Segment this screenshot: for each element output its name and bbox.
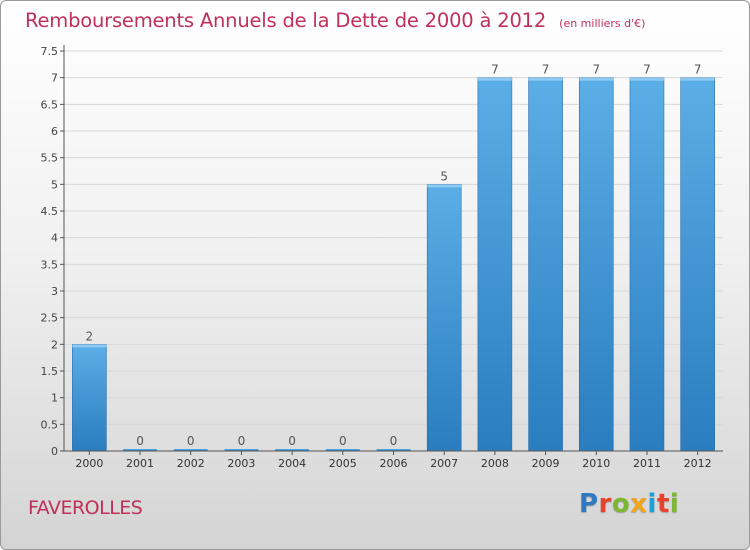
y-tick-label: 0.5 (41, 418, 59, 431)
bar-top-highlight (528, 77, 563, 81)
logo-letter: x (630, 489, 648, 519)
chart-title-block: Remboursements Annuels de la Dette de 20… (25, 9, 645, 32)
x-tick-label: 2005 (329, 457, 357, 470)
data-label: 0 (136, 434, 144, 448)
y-tick-label: 7 (51, 72, 58, 85)
logo-letter: i (647, 489, 657, 519)
proxiti-logo: Proxiti (579, 489, 679, 519)
bar-top-highlight (629, 77, 664, 81)
x-tick-label: 2004 (278, 457, 306, 470)
data-label: 0 (288, 434, 296, 448)
bar (528, 77, 563, 452)
x-tick-label: 2003 (227, 457, 255, 470)
data-label: 2 (86, 329, 94, 343)
bar-top-highlight (72, 344, 107, 348)
logo-letter: r (598, 489, 612, 519)
bar-top-highlight (579, 77, 614, 81)
data-label: 7 (542, 63, 550, 77)
bar (224, 449, 259, 451)
chart-title: Remboursements Annuels de la Dette de 20… (25, 9, 547, 32)
data-label: 0 (390, 434, 398, 448)
bar (629, 77, 665, 452)
x-tick-label: 2012 (684, 457, 712, 470)
data-label: 0 (187, 434, 195, 448)
y-tick-label: 2 (51, 338, 58, 351)
x-tick-label: 2009 (532, 457, 560, 470)
y-tick-label: 3 (51, 285, 58, 298)
axes (60, 45, 723, 455)
bars (72, 77, 715, 452)
data-label: 7 (592, 63, 600, 77)
logo-letter: o (611, 489, 631, 519)
bar-top-highlight (680, 77, 715, 81)
data-label: 0 (238, 434, 246, 448)
bar (426, 184, 462, 452)
commune-name: FAVEROLLES (28, 497, 143, 519)
logo-letter: i (669, 489, 680, 519)
x-tick-label: 2002 (177, 457, 205, 470)
bar (376, 449, 411, 451)
bar (72, 344, 107, 452)
y-tick-label: 1.5 (41, 365, 59, 378)
y-tick-label: 6.5 (41, 98, 59, 111)
y-tick-label: 2.5 (41, 312, 59, 325)
bar (578, 77, 614, 452)
x-tick-label: 2000 (75, 457, 103, 470)
data-label: 7 (643, 63, 651, 77)
data-label: 7 (694, 63, 702, 77)
y-tick-label: 0 (51, 445, 58, 458)
y-tick-label: 4.5 (41, 205, 59, 218)
y-tick-label: 5 (51, 178, 58, 191)
labels: 0 0.5 1 1.5 2 2.5 3 3.5 4 4.5 5 5.5 6 6.5 7 7.5 2000 2 200… (41, 45, 712, 470)
y-tick-label: 7.5 (41, 45, 59, 58)
chart-unit-note: (en milliers d'€) (559, 17, 646, 30)
y-tick-label: 3.5 (41, 258, 59, 271)
x-tick-label: 2010 (582, 457, 610, 470)
logo-letter: t (656, 489, 670, 519)
data-label: 5 (440, 169, 448, 183)
data-label: 0 (339, 434, 347, 448)
x-tick-label: 2008 (481, 457, 509, 470)
bar (173, 449, 208, 451)
bar (123, 449, 158, 451)
x-tick-label: 2001 (126, 457, 154, 470)
bar (680, 77, 715, 452)
data-label: 7 (491, 63, 499, 77)
bar-top-highlight (427, 184, 462, 188)
y-tick-label: 1 (51, 392, 58, 405)
x-tick-label: 2006 (380, 457, 408, 470)
bar (325, 449, 360, 451)
y-tick-label: 5.5 (41, 152, 59, 165)
logo-letter: P (579, 489, 599, 519)
y-tick-label: 6 (51, 125, 58, 138)
bar (477, 77, 513, 452)
x-tick-label: 2011 (633, 457, 661, 470)
y-tick-label: 4 (51, 232, 58, 245)
grid-lines (64, 50, 723, 425)
bar-top-highlight (477, 77, 512, 81)
x-tick-label: 2007 (430, 457, 458, 470)
bar (275, 449, 310, 451)
